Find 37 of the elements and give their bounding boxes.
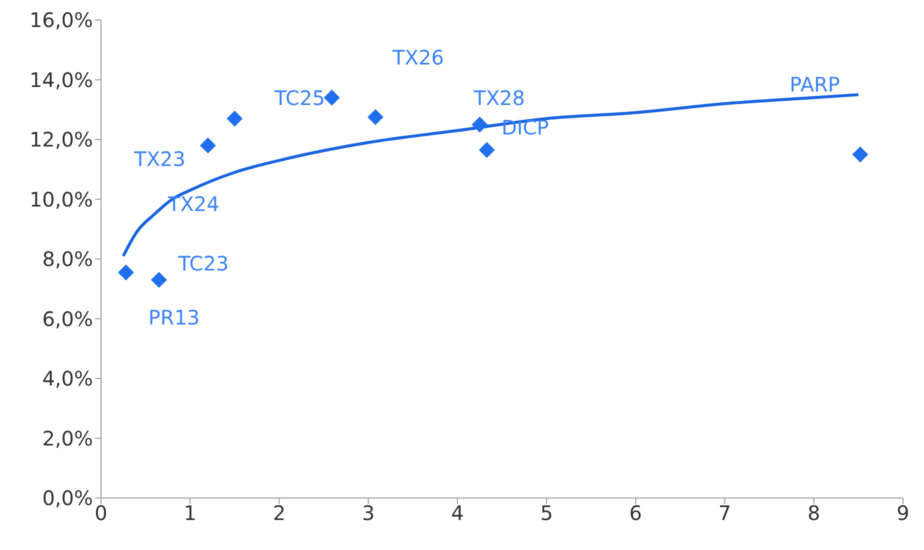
y-tick-label: 8,0% — [42, 247, 93, 272]
x-tick-label: 1 — [184, 501, 196, 526]
point — [200, 137, 216, 154]
x-tick-label: 4 — [451, 501, 464, 526]
y-tick-label: 10,0% — [29, 187, 93, 212]
point — [852, 146, 868, 162]
annotation: TC25 — [273, 86, 325, 110]
x-tick-label: 2 — [272, 501, 286, 526]
annotation: PR13 — [148, 305, 200, 330]
y-tick-label: 16,0% — [29, 8, 93, 32]
point — [226, 110, 243, 127]
x-tick-label: 8 — [808, 501, 820, 526]
annotation: TX24 — [166, 192, 220, 216]
annotation: TC23 — [177, 252, 229, 276]
x-tick-label: 3 — [362, 501, 375, 526]
x-tick-label: 7 — [718, 501, 732, 526]
point — [150, 272, 167, 288]
y-tick-label: 6,0% — [42, 306, 93, 331]
point — [478, 142, 495, 158]
y-tick-label: 4,0% — [42, 366, 93, 391]
y-tick-label: 2,0% — [42, 426, 93, 450]
x-tick-label: 5 — [540, 501, 553, 526]
annotation: TX23 — [133, 147, 186, 172]
annotation: DICP — [502, 116, 549, 140]
annotation: PARP — [790, 72, 840, 96]
x-tick-label: 6 — [629, 501, 642, 526]
annotation: TX28 — [472, 86, 526, 110]
y-tick-label: 0,0% — [42, 486, 93, 510]
y-tick-label: 14,0% — [29, 68, 93, 92]
x-tick-label: 0 — [94, 501, 108, 526]
point — [118, 264, 134, 280]
point — [472, 116, 488, 133]
y-tick-label: 12,0% — [29, 128, 93, 152]
x-tick-label: 9 — [896, 501, 910, 526]
point — [367, 109, 384, 126]
point — [324, 90, 340, 106]
annotation: TX26 — [392, 45, 444, 70]
